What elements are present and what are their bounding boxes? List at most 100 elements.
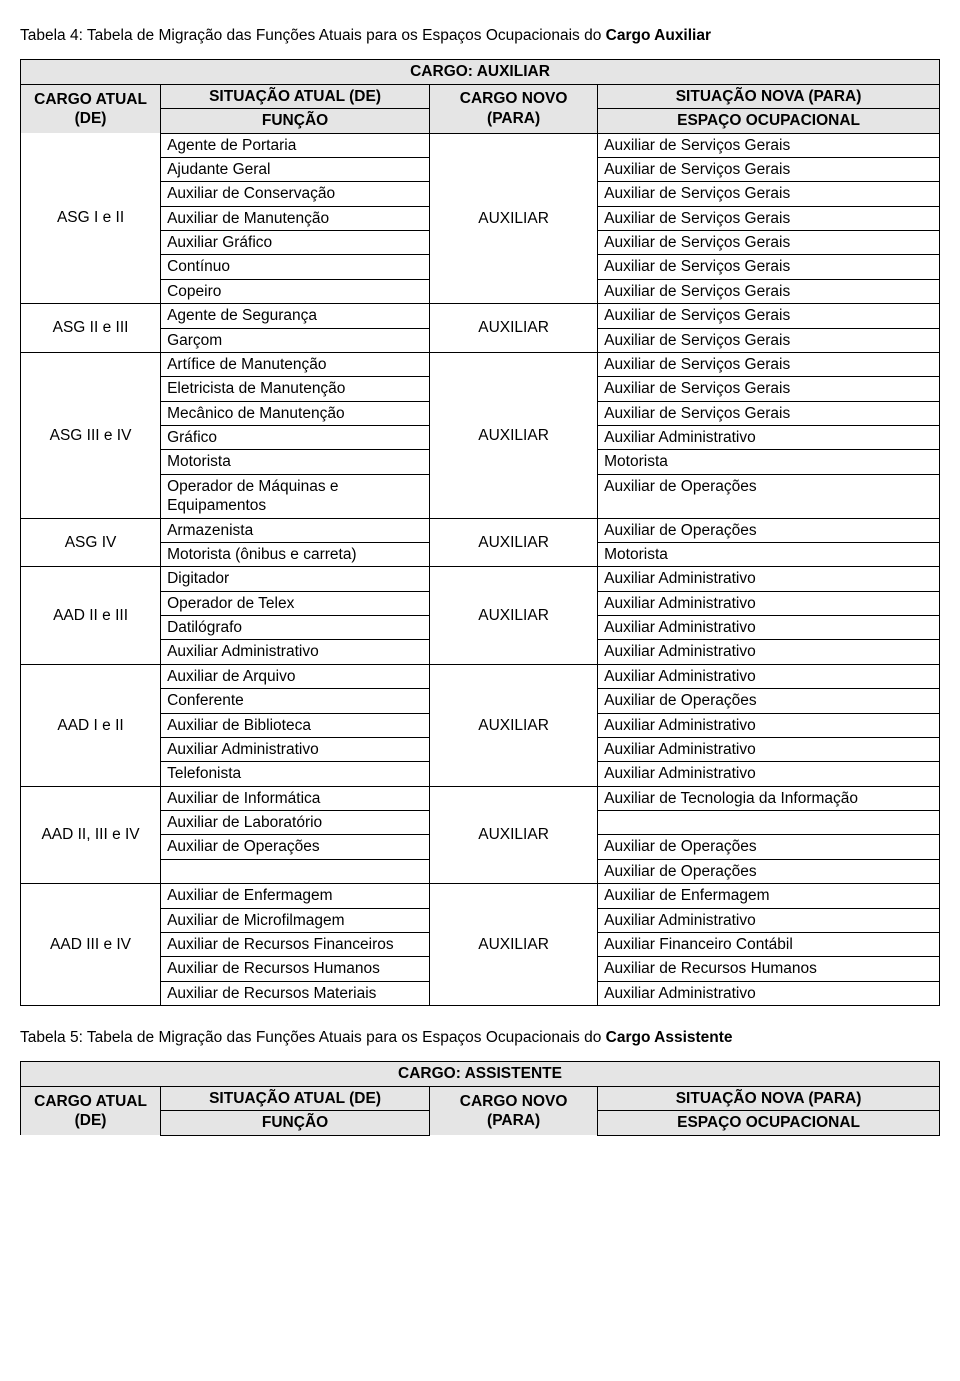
table5-h-cargo-novo: CARGO NOVO (PARA) bbox=[430, 1086, 598, 1135]
table4-h-sit-nova: SITUAÇÃO NOVA (PARA) bbox=[598, 84, 940, 108]
funcao-cell: Datilógrafo bbox=[161, 616, 430, 640]
espaco-cell: Auxiliar Administrativo bbox=[598, 664, 940, 688]
funcao-cell: Telefonista bbox=[161, 762, 430, 786]
caption4-text: Tabela 4: Tabela de Migração das Funções… bbox=[20, 27, 606, 44]
table5-h-sit-nova: SITUAÇÃO NOVA (PARA) bbox=[598, 1086, 940, 1110]
table5-caption: Tabela 5: Tabela de Migração das Funções… bbox=[20, 1028, 940, 1047]
group-label: ASG IV bbox=[21, 518, 161, 567]
funcao-cell: Auxiliar de Informática bbox=[161, 786, 430, 810]
espaco-cell: Auxiliar Administrativo bbox=[598, 713, 940, 737]
cargo-novo-cell: AUXILIAR bbox=[430, 664, 598, 786]
espaco-cell: Auxiliar de Operações bbox=[598, 518, 940, 542]
espaco-cell: Auxiliar Administrativo bbox=[598, 640, 940, 664]
espaco-cell: Auxiliar de Serviços Gerais bbox=[598, 182, 940, 206]
funcao-cell: Auxiliar de Recursos Financeiros bbox=[161, 932, 430, 956]
espaco-cell: Auxiliar de Serviços Gerais bbox=[598, 401, 940, 425]
cargo-novo-cell: AUXILIAR bbox=[430, 884, 598, 1006]
table5: CARGO: ASSISTENTE CARGO ATUAL (DE) SITUA… bbox=[20, 1061, 940, 1135]
funcao-cell: Auxiliar de Conservação bbox=[161, 182, 430, 206]
espaco-cell: Auxiliar Administrativo bbox=[598, 762, 940, 786]
group-label: ASG II e III bbox=[21, 304, 161, 353]
funcao-cell: Agente de Portaria bbox=[161, 133, 430, 157]
funcao-cell: Auxiliar de Arquivo bbox=[161, 664, 430, 688]
funcao-cell: Auxiliar de Recursos Humanos bbox=[161, 957, 430, 981]
group-label: ASG III e IV bbox=[21, 352, 161, 518]
espaco-cell: Auxiliar de Serviços Gerais bbox=[598, 133, 940, 157]
group-label: AAD II e III bbox=[21, 567, 161, 665]
funcao-cell: Copeiro bbox=[161, 279, 430, 303]
table4-h-cargo-atual: CARGO ATUAL (DE) bbox=[21, 84, 161, 133]
espaco-cell: Auxiliar de Tecnologia da Informação bbox=[598, 786, 940, 810]
table5-h-funcao: FUNÇÃO bbox=[161, 1111, 430, 1135]
espaco-cell: Auxiliar de Serviços Gerais bbox=[598, 352, 940, 376]
funcao-cell: Auxiliar Administrativo bbox=[161, 737, 430, 761]
funcao-cell: Mecânico de Manutenção bbox=[161, 401, 430, 425]
table4-h-espaco: ESPAÇO OCUPACIONAL bbox=[598, 109, 940, 133]
funcao-cell bbox=[161, 859, 430, 883]
funcao-cell: Garçom bbox=[161, 328, 430, 352]
espaco-cell: Auxiliar de Operações bbox=[598, 835, 940, 859]
funcao-cell: Agente de Segurança bbox=[161, 304, 430, 328]
espaco-cell: Auxiliar de Operações bbox=[598, 474, 940, 518]
espaco-cell: Auxiliar de Serviços Gerais bbox=[598, 255, 940, 279]
funcao-cell: Armazenista bbox=[161, 518, 430, 542]
funcao-cell: Eletricista de Manutenção bbox=[161, 377, 430, 401]
funcao-cell: Auxiliar de Manutenção bbox=[161, 206, 430, 230]
cargo-novo-cell: AUXILIAR bbox=[430, 518, 598, 567]
group-label: AAD I e II bbox=[21, 664, 161, 786]
table4-h-sit-atual: SITUAÇÃO ATUAL (DE) bbox=[161, 84, 430, 108]
espaco-cell: Auxiliar de Serviços Gerais bbox=[598, 279, 940, 303]
funcao-cell: Auxiliar Administrativo bbox=[161, 640, 430, 664]
funcao-cell: Operador de Telex bbox=[161, 591, 430, 615]
espaco-cell bbox=[598, 811, 940, 835]
cargo-novo-cell: AUXILIAR bbox=[430, 786, 598, 884]
espaco-cell: Auxiliar Administrativo bbox=[598, 981, 940, 1005]
caption5-text: Tabela 5: Tabela de Migração das Funções… bbox=[20, 1029, 606, 1046]
funcao-cell: Artífice de Manutenção bbox=[161, 352, 430, 376]
table4-caption: Tabela 4: Tabela de Migração das Funções… bbox=[20, 26, 940, 45]
espaco-cell: Auxiliar de Operações bbox=[598, 859, 940, 883]
espaco-cell: Auxiliar Financeiro Contábil bbox=[598, 932, 940, 956]
table4: CARGO: AUXILIAR CARGO ATUAL (DE) SITUAÇÃ… bbox=[20, 59, 940, 1006]
funcao-cell: Ajudante Geral bbox=[161, 157, 430, 181]
espaco-cell: Auxiliar Administrativo bbox=[598, 616, 940, 640]
table5-h-sit-atual: SITUAÇÃO ATUAL (DE) bbox=[161, 1086, 430, 1110]
cargo-novo-cell: AUXILIAR bbox=[430, 133, 598, 304]
funcao-cell: Auxiliar de Laboratório bbox=[161, 811, 430, 835]
cargo-novo-cell: AUXILIAR bbox=[430, 567, 598, 665]
funcao-cell: Gráfico bbox=[161, 426, 430, 450]
cargo-novo-cell: AUXILIAR bbox=[430, 352, 598, 518]
espaco-cell: Auxiliar de Serviços Gerais bbox=[598, 157, 940, 181]
espaco-cell: Auxiliar Administrativo bbox=[598, 737, 940, 761]
table4-h-cargo-novo: CARGO NOVO (PARA) bbox=[430, 84, 598, 133]
funcao-cell: Operador de Máquinas e Equipamentos bbox=[161, 474, 430, 518]
funcao-cell: Conferente bbox=[161, 689, 430, 713]
espaco-cell: Motorista bbox=[598, 450, 940, 474]
funcao-cell: Auxiliar Gráfico bbox=[161, 231, 430, 255]
funcao-cell: Auxiliar de Recursos Materiais bbox=[161, 981, 430, 1005]
espaco-cell: Auxiliar Administrativo bbox=[598, 567, 940, 591]
caption4-bold: Cargo Auxiliar bbox=[606, 27, 711, 44]
table4-title: CARGO: AUXILIAR bbox=[21, 60, 940, 84]
cargo-novo-cell: AUXILIAR bbox=[430, 304, 598, 353]
funcao-cell: Auxiliar de Enfermagem bbox=[161, 884, 430, 908]
funcao-cell: Auxiliar de Operações bbox=[161, 835, 430, 859]
funcao-cell: Motorista (ônibus e carreta) bbox=[161, 542, 430, 566]
espaco-cell: Auxiliar de Serviços Gerais bbox=[598, 206, 940, 230]
espaco-cell: Auxiliar de Serviços Gerais bbox=[598, 304, 940, 328]
table5-title: CARGO: ASSISTENTE bbox=[21, 1062, 940, 1086]
funcao-cell: Auxiliar de Microfilmagem bbox=[161, 908, 430, 932]
espaco-cell: Auxiliar de Serviços Gerais bbox=[598, 231, 940, 255]
funcao-cell: Contínuo bbox=[161, 255, 430, 279]
group-label: AAD II, III e IV bbox=[21, 786, 161, 884]
table5-h-espaco: ESPAÇO OCUPACIONAL bbox=[598, 1111, 940, 1135]
espaco-cell: Auxiliar Administrativo bbox=[598, 908, 940, 932]
funcao-cell: Motorista bbox=[161, 450, 430, 474]
espaco-cell: Auxiliar Administrativo bbox=[598, 591, 940, 615]
espaco-cell: Auxiliar de Recursos Humanos bbox=[598, 957, 940, 981]
espaco-cell: Auxiliar de Operações bbox=[598, 689, 940, 713]
funcao-cell: Auxiliar de Biblioteca bbox=[161, 713, 430, 737]
table5-h-cargo-atual: CARGO ATUAL (DE) bbox=[21, 1086, 161, 1135]
espaco-cell: Auxiliar de Enfermagem bbox=[598, 884, 940, 908]
funcao-cell: Digitador bbox=[161, 567, 430, 591]
